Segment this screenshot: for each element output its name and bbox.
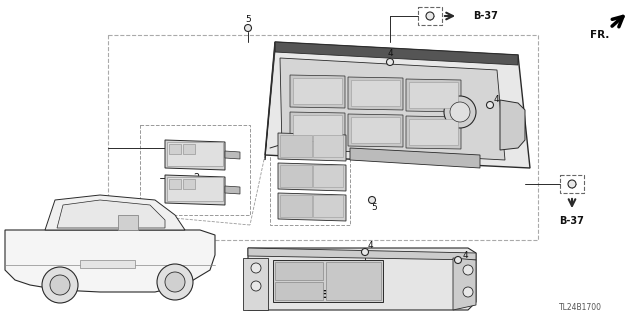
Text: B-37: B-37 [559, 216, 584, 226]
Bar [409, 119, 458, 145]
Text: 4: 4 [367, 241, 373, 250]
Polygon shape [265, 42, 530, 168]
Circle shape [50, 275, 70, 295]
Circle shape [362, 249, 369, 256]
Bar [313, 195, 343, 217]
Bar [140, 125, 250, 215]
Bar [169, 179, 181, 189]
Polygon shape [453, 258, 476, 310]
Text: 5: 5 [245, 16, 251, 25]
Bar [560, 175, 584, 193]
Polygon shape [348, 114, 403, 147]
Circle shape [486, 101, 493, 108]
Bar [183, 179, 195, 189]
Polygon shape [280, 58, 505, 160]
Polygon shape [290, 112, 345, 145]
Bar [280, 165, 312, 187]
Polygon shape [248, 248, 476, 260]
Polygon shape [45, 195, 185, 230]
Circle shape [444, 96, 476, 128]
Circle shape [251, 281, 261, 291]
Circle shape [387, 58, 394, 65]
Polygon shape [406, 116, 461, 149]
Polygon shape [406, 79, 461, 112]
Bar [293, 115, 342, 141]
Circle shape [157, 264, 193, 300]
Text: 3: 3 [299, 132, 305, 142]
Polygon shape [57, 200, 165, 228]
Circle shape [568, 180, 576, 188]
Circle shape [463, 287, 473, 297]
Polygon shape [278, 133, 346, 161]
Text: B-37: B-37 [473, 11, 498, 21]
Polygon shape [348, 77, 403, 110]
Bar [313, 165, 343, 187]
Circle shape [426, 12, 434, 20]
Bar [108, 35, 538, 240]
Bar [351, 80, 400, 106]
Bar [167, 142, 223, 166]
Text: 4: 4 [387, 48, 393, 57]
Circle shape [450, 102, 470, 122]
Polygon shape [225, 186, 240, 194]
Bar [313, 135, 343, 157]
Bar [418, 7, 442, 25]
Bar [118, 215, 138, 230]
Bar [167, 177, 223, 201]
Bar [169, 144, 181, 154]
Polygon shape [165, 175, 225, 205]
Circle shape [369, 197, 376, 204]
Text: 4: 4 [462, 250, 468, 259]
Polygon shape [265, 42, 275, 160]
Bar [409, 82, 458, 108]
Bar [80, 260, 135, 268]
Circle shape [463, 265, 473, 275]
Bar [275, 282, 323, 300]
Polygon shape [248, 248, 476, 310]
Bar [183, 144, 195, 154]
Text: REAR VIEW: REAR VIEW [312, 290, 378, 300]
Bar [280, 195, 312, 217]
Text: TL24B1700: TL24B1700 [559, 303, 602, 313]
Bar [351, 117, 400, 143]
Bar [273, 260, 383, 302]
Polygon shape [500, 100, 525, 150]
Circle shape [454, 256, 461, 263]
Circle shape [165, 272, 185, 292]
Polygon shape [278, 163, 346, 191]
Polygon shape [350, 148, 480, 168]
Polygon shape [243, 258, 268, 310]
Text: 4: 4 [493, 95, 499, 105]
Text: 1: 1 [188, 143, 194, 153]
Circle shape [244, 25, 252, 32]
Circle shape [251, 263, 261, 273]
Bar [270, 125, 350, 225]
Polygon shape [278, 193, 346, 221]
Text: 5: 5 [371, 203, 377, 211]
Text: 2: 2 [193, 173, 199, 183]
Bar [293, 78, 342, 104]
Bar [275, 262, 323, 280]
Bar [326, 262, 381, 300]
Polygon shape [290, 75, 345, 108]
Polygon shape [165, 140, 225, 170]
Circle shape [42, 267, 78, 303]
Polygon shape [275, 42, 518, 65]
Polygon shape [225, 151, 240, 159]
Bar [280, 135, 312, 157]
Polygon shape [5, 230, 215, 292]
Text: FR.: FR. [589, 30, 609, 40]
